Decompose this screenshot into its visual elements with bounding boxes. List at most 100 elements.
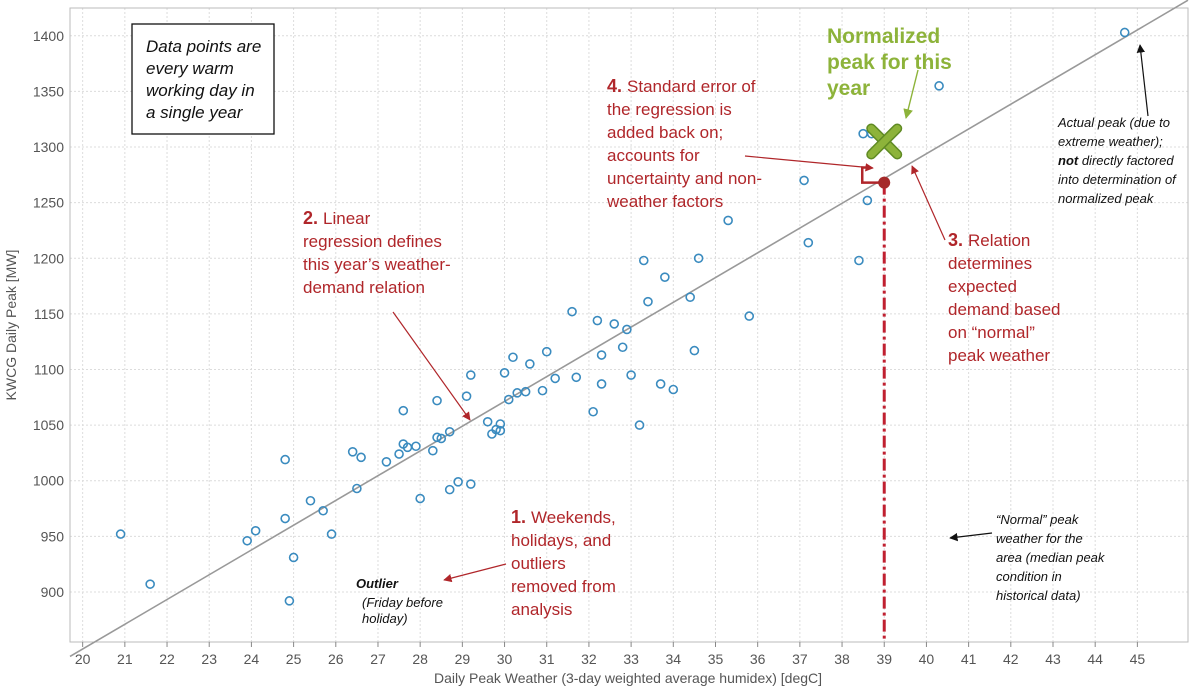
data-point [482, 416, 493, 427]
annotation-line: every warm [146, 59, 234, 78]
annotation-line: demand relation [303, 278, 425, 297]
arrow-3 [911, 165, 946, 241]
data-point [744, 311, 755, 321]
x-tick-labels: 20 21 22 23 24 25 26 27 28 29 30 31 32 33 34 35 36 37 38 39… [75, 642, 1145, 667]
data-point [465, 370, 476, 380]
x-tick-label: 43 [1045, 651, 1061, 667]
arrow-1 [443, 563, 507, 583]
data-point [596, 350, 607, 360]
annotation-line: peak for this [827, 51, 952, 74]
annotation-line: on “normal” [948, 323, 1035, 342]
annotation-line: not directly factored [1058, 153, 1174, 168]
annotation-line: year [827, 77, 870, 100]
annotation-line: weather for the [996, 531, 1083, 546]
data-point [550, 373, 560, 384]
x-tick-label: 22 [159, 651, 175, 667]
data-point [453, 477, 463, 487]
x-tick-label: 32 [581, 651, 597, 667]
data-point [609, 319, 620, 329]
annotation-bold-word: not [1058, 153, 1079, 168]
data-point [411, 441, 421, 452]
data-point [592, 315, 603, 326]
annotation-line: demand based [948, 300, 1060, 319]
annotation-line: accounts for [607, 146, 700, 165]
x-tick-label: 25 [286, 651, 302, 667]
y-tick-label: 1200 [33, 250, 64, 266]
y-tick-label: 1100 [34, 361, 64, 377]
annotation-number: 1. [511, 507, 531, 527]
regression-line [69, 0, 1189, 658]
data-point [436, 433, 447, 444]
annotation-line: regression defines [303, 232, 442, 251]
x-tick-label: 40 [919, 651, 935, 667]
arrow-4 [744, 155, 874, 172]
data-point [428, 445, 438, 456]
data-point [280, 454, 290, 465]
data-point [242, 535, 252, 546]
annotation-line: Data points are [146, 37, 261, 56]
annotation-actual-peak: Actual peak (due to extreme weather); not … [1057, 115, 1177, 206]
x-tick-label: 35 [708, 651, 724, 667]
annotation-4: 4. Standard error of the regression is add… [606, 76, 762, 211]
data-point [326, 529, 337, 539]
data-point [284, 596, 295, 606]
x-tick-label: 34 [666, 651, 682, 667]
data-point [588, 406, 598, 417]
y-tick-label: 950 [41, 528, 65, 544]
annotation-number: 4. [607, 76, 627, 96]
data-point [432, 395, 442, 406]
data-point [495, 425, 506, 436]
arrow-2 [392, 311, 471, 421]
annotation-line: removed from [511, 577, 616, 596]
annotation-2: 2. Linear regression defines this year’s w… [303, 208, 451, 297]
x-tick-label: 44 [1087, 651, 1103, 667]
normalized-peak-x-fill [867, 124, 901, 158]
data-point [461, 391, 472, 401]
data-point [145, 579, 155, 589]
annotation-line: weather factors [606, 192, 723, 211]
data-point [250, 525, 261, 536]
data-point [1119, 27, 1130, 38]
annotation-line: peak weather [948, 346, 1050, 365]
annotation-3: 3. Relation determines expected demand base… [948, 230, 1060, 365]
data-point [115, 529, 126, 539]
arrow-green [903, 69, 919, 119]
data-point [520, 386, 531, 397]
data-point [503, 394, 514, 405]
annotation-normalized-peak: Normalized peak for this year [827, 25, 952, 100]
data-point [288, 552, 299, 563]
annotation-line: normalized peak [1058, 191, 1155, 206]
data-point [525, 359, 535, 369]
annotation-line: holidays, and [511, 531, 611, 550]
y-tick-label: 1350 [33, 83, 64, 99]
expected-demand-point [878, 176, 891, 189]
info-box-text: Data points are every warm working day in a… [146, 37, 261, 122]
data-point [567, 306, 577, 317]
y-tick-labels: 900 950 1000 1050 1100 1150 1200 1250 1300 1350 14… [33, 28, 64, 600]
annotation-line: 4. Standard error of [607, 76, 756, 96]
y-tick-label: 1050 [33, 417, 64, 433]
annotation-line: into determination of [1058, 172, 1177, 187]
annotation-line: expected [948, 277, 1017, 296]
annotation-line: determines [948, 254, 1032, 273]
data-point [862, 195, 873, 206]
data-point [626, 370, 636, 380]
annotation-normal-weather: “Normal” peak weather for the area (median… [996, 512, 1106, 603]
data-point [381, 457, 392, 467]
data-point [655, 379, 666, 389]
data-point [432, 432, 442, 443]
x-tick-label: 41 [961, 651, 977, 667]
standard-error-bracket [860, 166, 881, 184]
annotation-line: working day in [146, 81, 255, 100]
annotation-1: 1. Weekends, holidays, and outliers removed… [511, 507, 616, 619]
annotation-line: area (median peak [996, 550, 1106, 565]
data-point [803, 237, 814, 248]
annotation-line: holiday) [362, 611, 408, 626]
data-point [537, 385, 548, 396]
data-point [444, 426, 455, 437]
data-point [398, 405, 409, 416]
data-point [617, 342, 628, 353]
data-point [689, 345, 700, 356]
data-point [723, 215, 733, 226]
